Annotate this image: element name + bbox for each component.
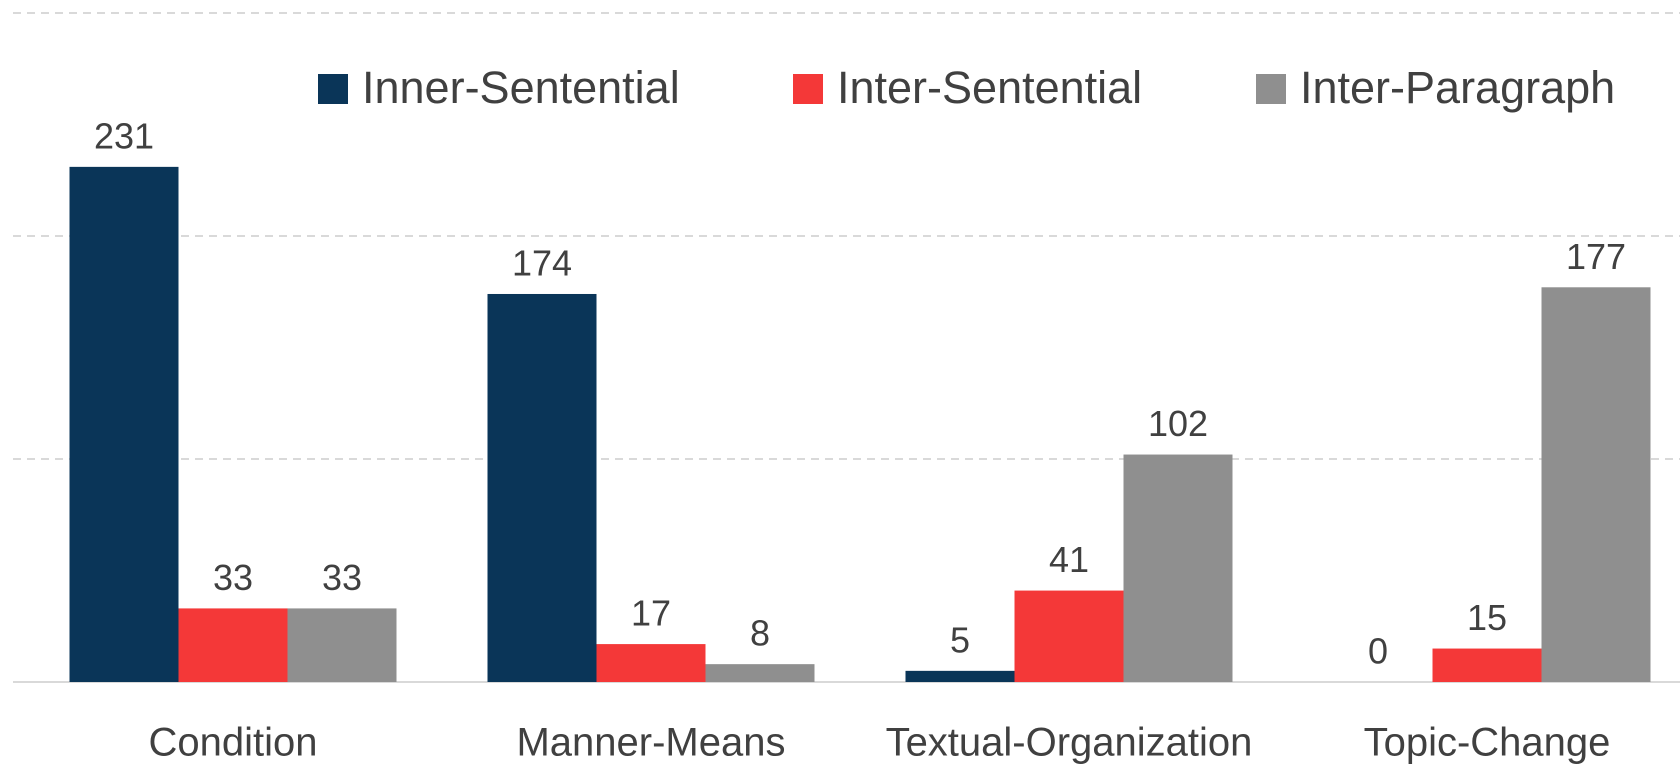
data-label: 8 [750,613,770,654]
bar [1432,648,1542,682]
bar [705,664,815,682]
data-label: 177 [1566,236,1626,277]
bar [1014,590,1124,682]
legend-label: Inter-Sentential [837,62,1142,113]
data-label: 41 [1049,539,1089,580]
legend-swatch [793,74,823,104]
legend-swatch [1256,74,1286,104]
bar [287,608,397,682]
data-label: 17 [631,593,671,634]
bar [487,293,597,682]
bar [596,644,706,682]
x-tick-label: Textual-Organization [886,721,1253,765]
legend-swatch [318,74,348,104]
data-label: 0 [1368,631,1388,672]
legend-label: Inter-Paragraph [1300,62,1615,113]
x-tick-label: Condition [148,721,317,765]
data-label: 231 [94,115,154,156]
data-label: 5 [950,619,970,660]
x-tick-label: Manner-Means [516,721,785,765]
bar [1123,454,1233,682]
data-label: 102 [1148,403,1208,444]
data-label: 33 [322,557,362,598]
x-tick-label: Topic-Change [1364,721,1611,765]
data-label: 174 [512,242,572,283]
bar [1541,287,1651,682]
bar [178,608,288,682]
data-label: 33 [213,557,253,598]
bar [905,670,1015,682]
legend-label: Inner-Sentential [362,62,680,113]
bar [69,166,179,682]
data-label: 15 [1467,597,1507,638]
